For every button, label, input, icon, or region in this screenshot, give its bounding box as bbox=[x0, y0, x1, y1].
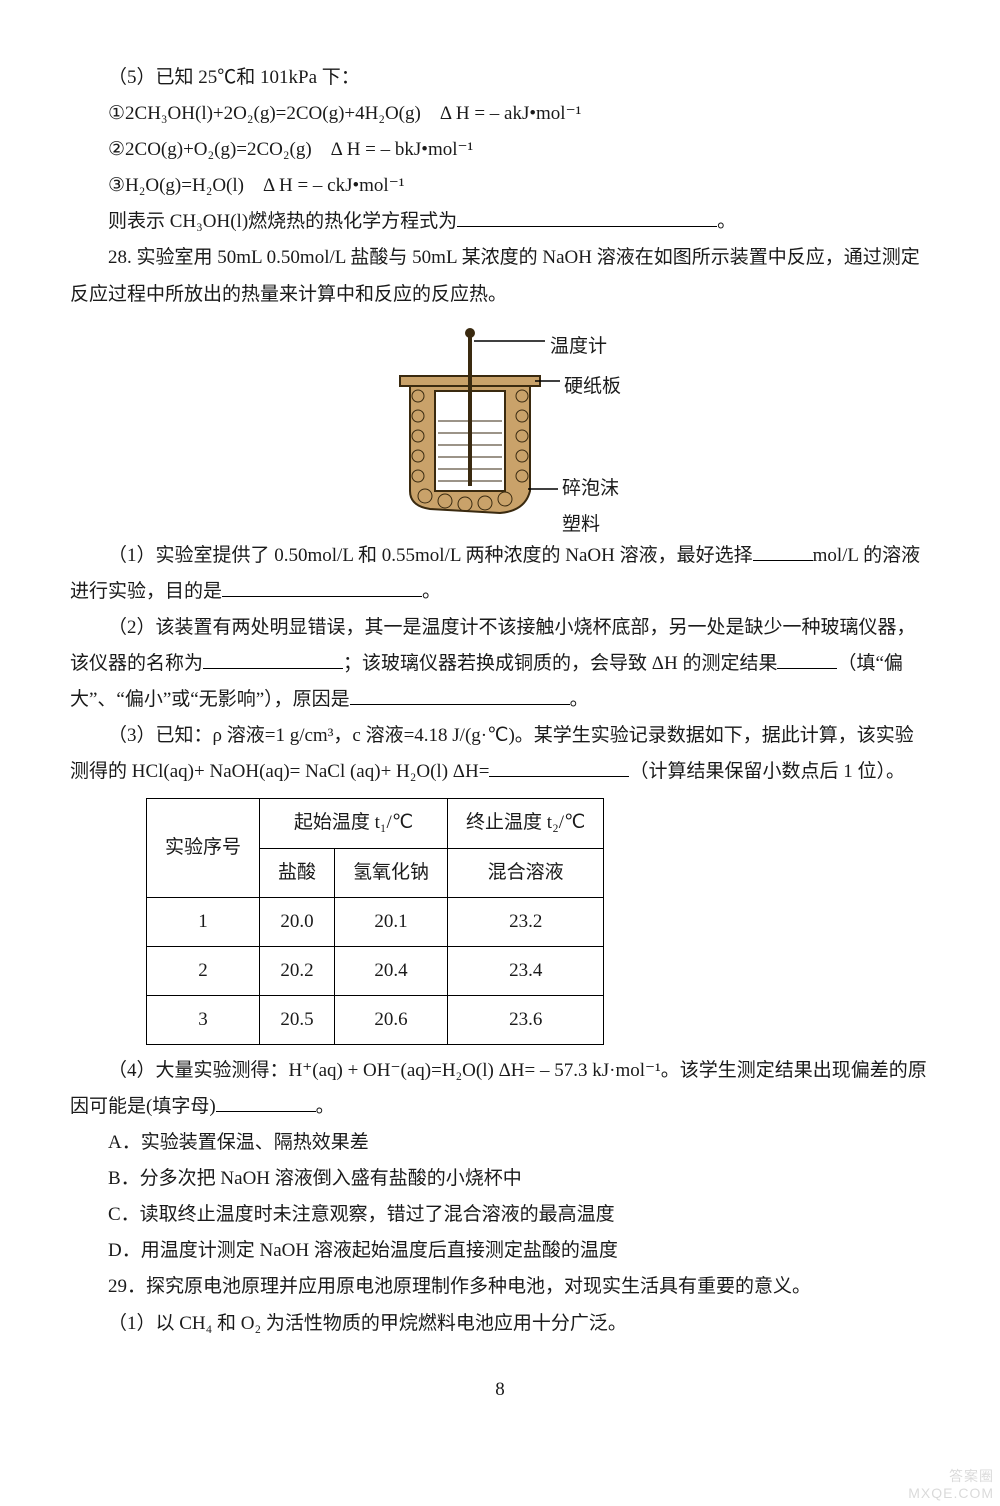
table-row: 1 20.0 20.1 23.2 bbox=[147, 897, 604, 946]
blank bbox=[222, 575, 422, 597]
cell: 23.6 bbox=[448, 995, 604, 1044]
q29-stem: 29．探究原电池原理并应用原电池原理制作多种电池，对现实生活具有重要的意义。 bbox=[70, 1269, 930, 1305]
q28-optA: A．实验装置保温、隔热效果差 bbox=[70, 1125, 930, 1161]
q27-5-intro: （5）已知 25℃和 101kPa 下： bbox=[70, 60, 930, 96]
cell: 3 bbox=[147, 995, 260, 1044]
q28-1-c: 。 bbox=[422, 581, 441, 602]
cell: 20.6 bbox=[335, 995, 448, 1044]
table-row: 3 20.5 20.6 23.6 bbox=[147, 995, 604, 1044]
q28-4-a: （4）大量实验测得：H⁺(aq) + OH⁻(aq)=H₂O(l) ΔH= – … bbox=[70, 1060, 927, 1117]
experiment-table: 实验序号 起始温度 t₁/℃ 终止温度 t₂/℃ 盐酸 氢氧化钠 混合溶液 1 … bbox=[146, 798, 604, 1044]
cell: 2 bbox=[147, 946, 260, 995]
apparatus-diagram: 温度计 硬纸板 碎泡沫 塑料 bbox=[70, 321, 930, 534]
q28-3-b: （计算结果保留小数点后 1 位）。 bbox=[629, 761, 905, 782]
q27-eq3: ③H₂O(g)=H₂O(l) Δ H = – ckJ•mol⁻¹ bbox=[70, 168, 930, 204]
blank bbox=[203, 647, 343, 669]
cell: 20.2 bbox=[260, 946, 335, 995]
q28-1: （1）实验室提供了 0.50mol/L 和 0.55mol/L 两种浓度的 Na… bbox=[70, 538, 930, 610]
cell: 20.5 bbox=[260, 995, 335, 1044]
th-start: 起始温度 t₁/℃ bbox=[260, 799, 448, 848]
q29-1: （1）以 CH₄ 和 O₂ 为活性物质的甲烷燃料电池应用十分广泛。 bbox=[70, 1306, 930, 1342]
q27-5-tail: 则表示 CH₃OH(l)燃烧热的热化学方程式为 。 bbox=[70, 204, 930, 240]
blank bbox=[753, 539, 813, 561]
q28-3: （3）已知：ρ 溶液=1 g/cm³，c 溶液=4.18 J/(g·℃)。某学生… bbox=[70, 718, 930, 790]
q28-stem: 28. 实验室用 50mL 0.50mol/L 盐酸与 50mL 某浓度的 Na… bbox=[70, 240, 930, 312]
cell: 1 bbox=[147, 897, 260, 946]
blank bbox=[350, 683, 570, 705]
q27-eq1: ①2CH₃OH(l)+2O₂(g)=2CO(g)+4H₂O(g) Δ H = –… bbox=[70, 96, 930, 132]
q28-optC: C．读取终止温度时未注意观察，错过了混合溶液的最高温度 bbox=[70, 1197, 930, 1233]
blank bbox=[489, 755, 629, 777]
q28-4-b: 。 bbox=[316, 1096, 335, 1117]
label-foam: 碎泡沫 塑料 bbox=[562, 471, 619, 543]
th-hcl: 盐酸 bbox=[260, 848, 335, 897]
cell: 20.0 bbox=[260, 897, 335, 946]
q28-2-b: ；该玻璃仪器若换成铜质的，会导致 ΔH 的测定结果 bbox=[343, 653, 777, 674]
label-cardboard: 硬纸板 bbox=[564, 369, 621, 405]
th-seq: 实验序号 bbox=[147, 799, 260, 897]
q28-2-d: 。 bbox=[570, 689, 589, 710]
page-number: 8 bbox=[70, 1372, 930, 1408]
th-mix: 混合溶液 bbox=[448, 848, 604, 897]
cell: 23.2 bbox=[448, 897, 604, 946]
q28-optB: B．分多次把 NaOH 溶液倒入盛有盐酸的小烧杯中 bbox=[70, 1161, 930, 1197]
q28-optD: D．用温度计测定 NaOH 溶液起始温度后直接测定盐酸的温度 bbox=[70, 1233, 930, 1269]
th-naoh: 氢氧化钠 bbox=[335, 848, 448, 897]
watermark-l1: 答案圈 bbox=[908, 1468, 994, 1485]
th-end: 终止温度 t₂/℃ bbox=[448, 799, 604, 848]
table-row: 2 20.2 20.4 23.4 bbox=[147, 946, 604, 995]
watermark-l2: MXQE.COM bbox=[908, 1485, 994, 1502]
watermark: 答案圈 MXQE.COM bbox=[908, 1468, 994, 1502]
q28-4: （4）大量实验测得：H⁺(aq) + OH⁻(aq)=H₂O(l) ΔH= – … bbox=[70, 1053, 930, 1125]
blank bbox=[777, 647, 837, 669]
cell: 20.4 bbox=[335, 946, 448, 995]
q27-5-tail-b: 。 bbox=[717, 211, 736, 232]
label-thermometer: 温度计 bbox=[550, 329, 607, 365]
cell: 23.4 bbox=[448, 946, 604, 995]
q28-2: （2）该装置有两处明显错误，其一是温度计不该接触小烧杯底部，另一处是缺少一种玻璃… bbox=[70, 610, 930, 718]
blank bbox=[457, 205, 717, 227]
q28-1-a: （1）实验室提供了 0.50mol/L 和 0.55mol/L 两种浓度的 Na… bbox=[108, 545, 753, 566]
q27-eq2: ②2CO(g)+O₂(g)=2CO₂(g) Δ H = – bkJ•mol⁻¹ bbox=[70, 132, 930, 168]
blank bbox=[216, 1090, 316, 1112]
q27-5-tail-a: 则表示 CH₃OH(l)燃烧热的热化学方程式为 bbox=[108, 211, 457, 232]
cell: 20.1 bbox=[335, 897, 448, 946]
